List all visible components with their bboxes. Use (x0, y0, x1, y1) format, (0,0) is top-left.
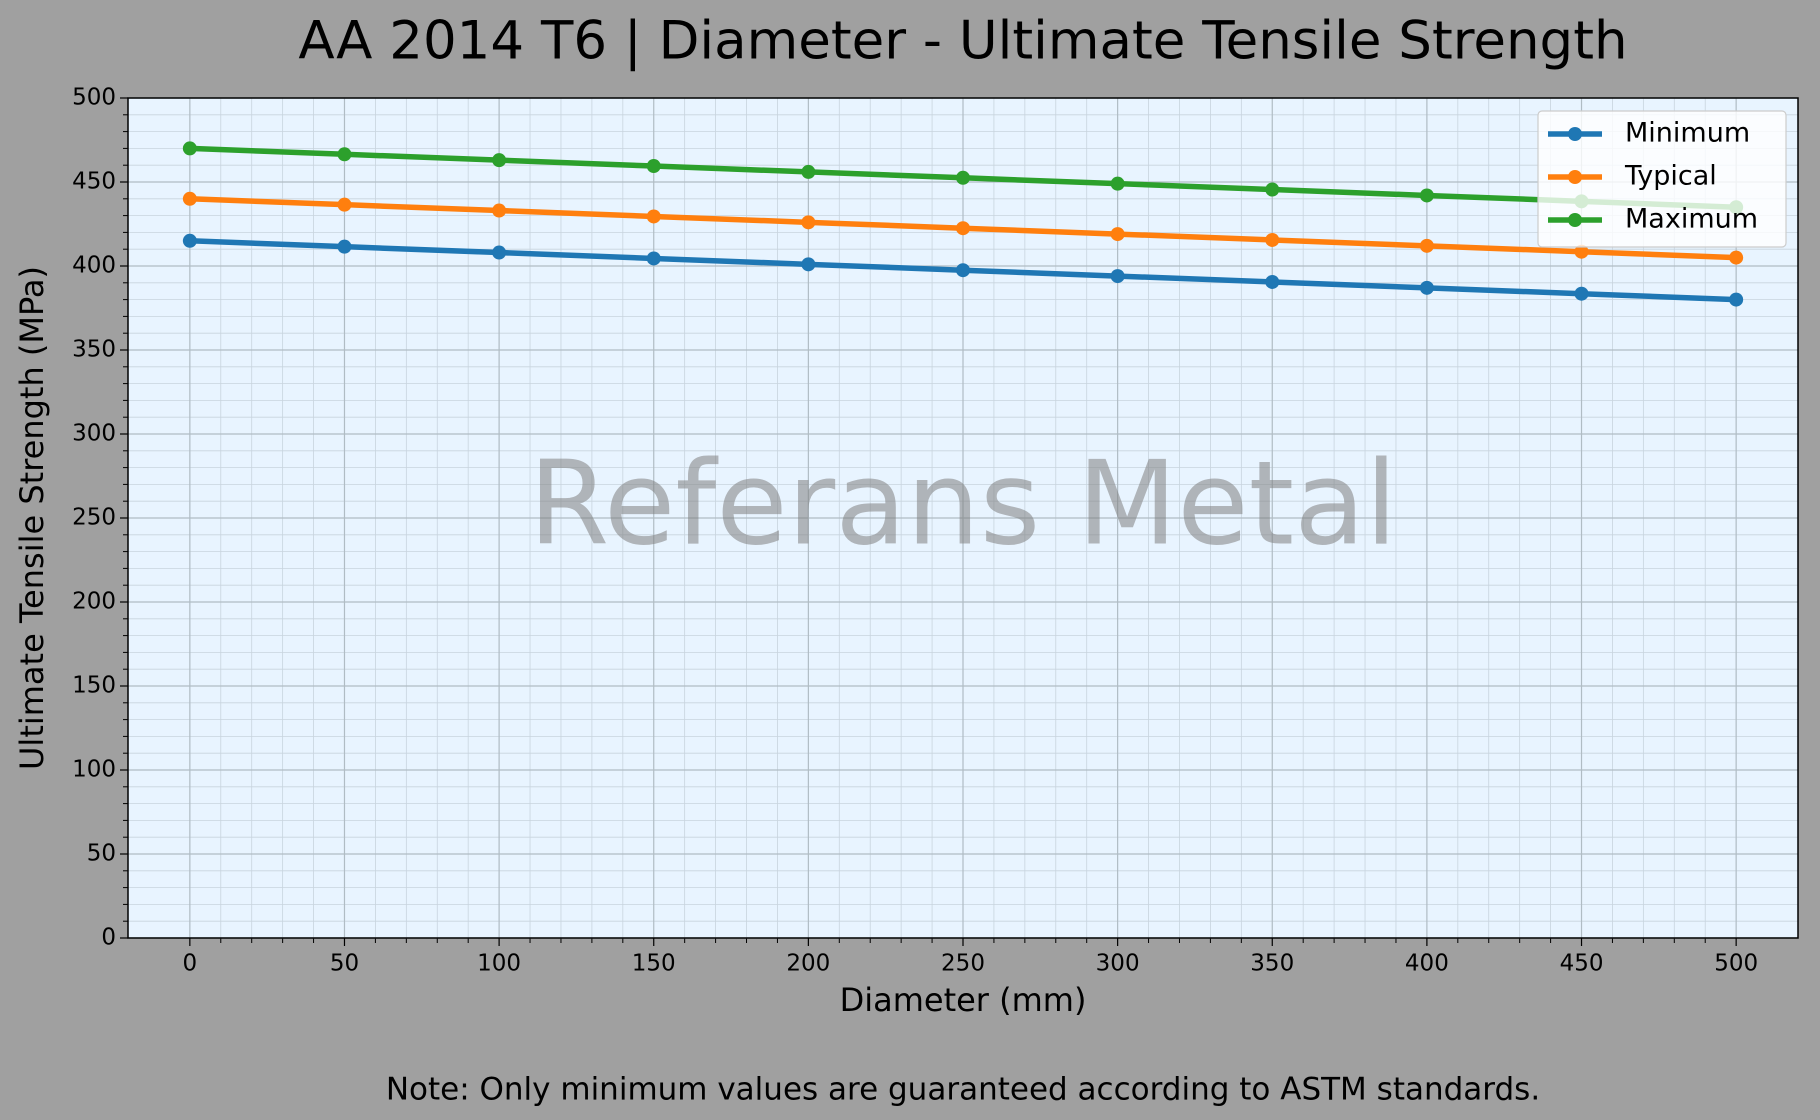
x-axis-label: Diameter (mm) (840, 981, 1087, 1019)
plot-frame (127, 97, 1799, 939)
x-tick-label: 150 (632, 951, 676, 977)
legend-label: Maximum (1625, 204, 1758, 235)
point (956, 221, 970, 236)
x-tick-label: 100 (477, 951, 521, 977)
x-tick-label: 50 (330, 951, 359, 977)
x-tick-label: 250 (941, 951, 985, 977)
x-tick-label: 400 (1405, 951, 1449, 977)
point (492, 245, 507, 260)
point (1419, 280, 1434, 295)
x-tick-label: 450 (1560, 951, 1604, 977)
point (337, 147, 352, 162)
point (1265, 274, 1280, 289)
point (646, 251, 661, 266)
point (1110, 269, 1125, 284)
legend-label: Typical (1624, 161, 1717, 192)
y-tick-label: 500 (72, 85, 116, 111)
point (1265, 182, 1280, 197)
y-tick-label: 200 (72, 589, 116, 615)
x-tick-label: 350 (1250, 951, 1294, 977)
x-tick-label: 0 (183, 951, 198, 977)
point (1265, 232, 1280, 247)
point (182, 141, 197, 156)
point (1574, 286, 1589, 301)
x-tick-label: 300 (1096, 951, 1140, 977)
x-tick-label: 500 (1714, 951, 1758, 977)
y-tick-label: 400 (72, 253, 116, 279)
point (1729, 292, 1744, 307)
point (337, 239, 352, 254)
legend-marker (1568, 127, 1582, 141)
legend-marker (1568, 170, 1582, 184)
point (182, 233, 197, 248)
y-tick-label: 0 (101, 925, 116, 951)
point (801, 257, 816, 272)
point (801, 164, 816, 179)
point (1574, 244, 1589, 259)
y-tick-label: 450 (72, 169, 116, 195)
point (1729, 250, 1744, 265)
y-tick-label: 350 (72, 337, 116, 363)
point (1419, 238, 1434, 253)
chart-title: AA 2014 T6 | Diameter - Ultimate Tensile… (298, 11, 1627, 72)
y-tick-label: 50 (87, 841, 116, 867)
point (1110, 176, 1125, 191)
point (492, 153, 507, 168)
point (1110, 227, 1125, 242)
note: Note: Only minimum values are guaranteed… (386, 1072, 1540, 1108)
y-axis-label: Ultimate Tensile Strength (MPa) (13, 266, 51, 770)
legend-box (1537, 110, 1787, 248)
y-tick-label: 100 (72, 757, 116, 783)
point (956, 263, 970, 278)
point (492, 203, 507, 218)
point (956, 170, 970, 185)
point (337, 197, 352, 212)
y-tick-label: 250 (72, 505, 116, 531)
point (646, 209, 661, 224)
x-tick-label: 200 (786, 951, 830, 977)
y-tick-label: 300 (72, 421, 116, 447)
y-tick-label: 150 (72, 673, 116, 699)
legend-marker (1568, 213, 1582, 227)
legend-label: Minimum (1625, 118, 1750, 149)
watermark: Referans Metal (529, 437, 1398, 572)
point (1419, 188, 1434, 203)
point (801, 215, 816, 230)
point (182, 191, 197, 206)
point (646, 159, 661, 174)
